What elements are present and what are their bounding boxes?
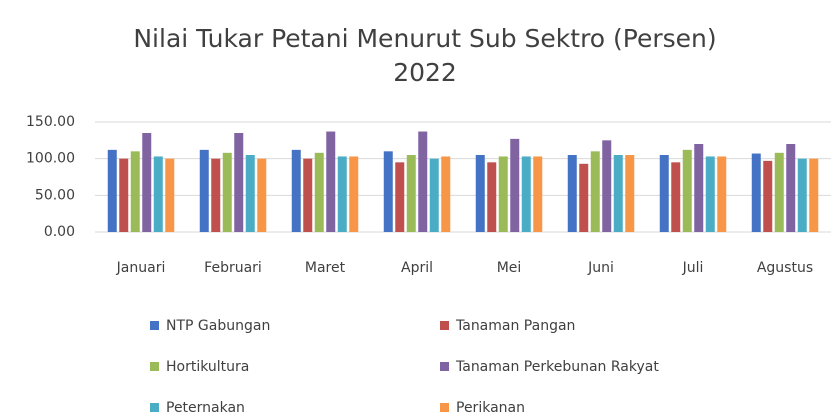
bar xyxy=(199,149,209,232)
bar xyxy=(671,162,681,232)
bar xyxy=(441,156,451,232)
bar xyxy=(303,158,313,232)
bar xyxy=(383,151,393,232)
bar xyxy=(395,162,405,232)
bar xyxy=(314,152,324,232)
bar xyxy=(751,153,761,232)
bar xyxy=(682,149,692,232)
legend-label: Hortikultura xyxy=(166,359,249,375)
bar xyxy=(694,144,704,232)
bar xyxy=(475,155,485,232)
legend-swatch xyxy=(440,403,449,412)
chart-title: Nilai Tukar Petani Menurut Sub Sektro (P… xyxy=(133,24,716,53)
legend-swatch xyxy=(150,321,159,330)
legend-swatch xyxy=(150,362,159,371)
x-tick-label: Mei xyxy=(497,260,522,276)
bar xyxy=(119,158,129,232)
bar xyxy=(717,156,727,232)
x-tick-label: Februari xyxy=(204,260,262,276)
bar xyxy=(809,158,819,232)
bar xyxy=(613,155,623,232)
y-tick-label: 50.00 xyxy=(35,187,75,203)
legend-swatch xyxy=(440,321,449,330)
bar xyxy=(625,155,635,232)
x-tick-label: Juni xyxy=(587,260,614,276)
bar xyxy=(211,158,221,232)
bar xyxy=(567,155,577,232)
y-tick-label: 150.00 xyxy=(26,114,75,130)
y-tick-label: 100.00 xyxy=(26,151,75,167)
x-tick-label: April xyxy=(401,260,433,276)
bar xyxy=(579,163,589,232)
y-tick-label: 0.00 xyxy=(44,224,75,240)
bar xyxy=(257,158,267,232)
bar xyxy=(291,149,301,232)
bar xyxy=(705,156,715,232)
bar xyxy=(107,149,117,232)
legend-label: NTP Gabungan xyxy=(166,318,270,334)
legend-label: Peternakan xyxy=(166,400,245,416)
legend-swatch xyxy=(440,362,449,371)
bar xyxy=(763,160,773,232)
legend-label: Tanaman Perkebunan Rakyat xyxy=(455,359,659,375)
bar xyxy=(498,156,508,232)
bar xyxy=(533,156,543,232)
chart-title: 2022 xyxy=(393,58,457,87)
bar xyxy=(406,155,416,232)
x-tick-label: Juli xyxy=(682,260,704,276)
legend-label: Tanaman Pangan xyxy=(455,318,575,334)
bar xyxy=(774,152,784,232)
bar xyxy=(234,133,244,232)
bar xyxy=(659,155,669,232)
bar xyxy=(602,140,612,232)
x-tick-label: Maret xyxy=(305,260,346,276)
legend-label: Perikanan xyxy=(456,400,525,416)
x-tick-label: Agustus xyxy=(757,260,813,276)
bar xyxy=(797,158,807,232)
bar xyxy=(521,156,531,232)
bar xyxy=(222,152,232,232)
legend-swatch xyxy=(150,403,159,412)
bar xyxy=(337,156,347,232)
bar xyxy=(349,156,359,232)
bar xyxy=(142,133,152,232)
bar xyxy=(130,151,140,232)
bar xyxy=(418,131,428,232)
bar xyxy=(786,144,796,232)
bar xyxy=(165,158,175,232)
bar xyxy=(153,156,163,232)
bar xyxy=(487,162,497,232)
bar xyxy=(245,155,255,232)
x-tick-label: Januari xyxy=(116,260,166,276)
bar xyxy=(326,131,336,232)
bar xyxy=(510,138,520,232)
bar xyxy=(429,158,439,232)
bar xyxy=(590,151,600,232)
